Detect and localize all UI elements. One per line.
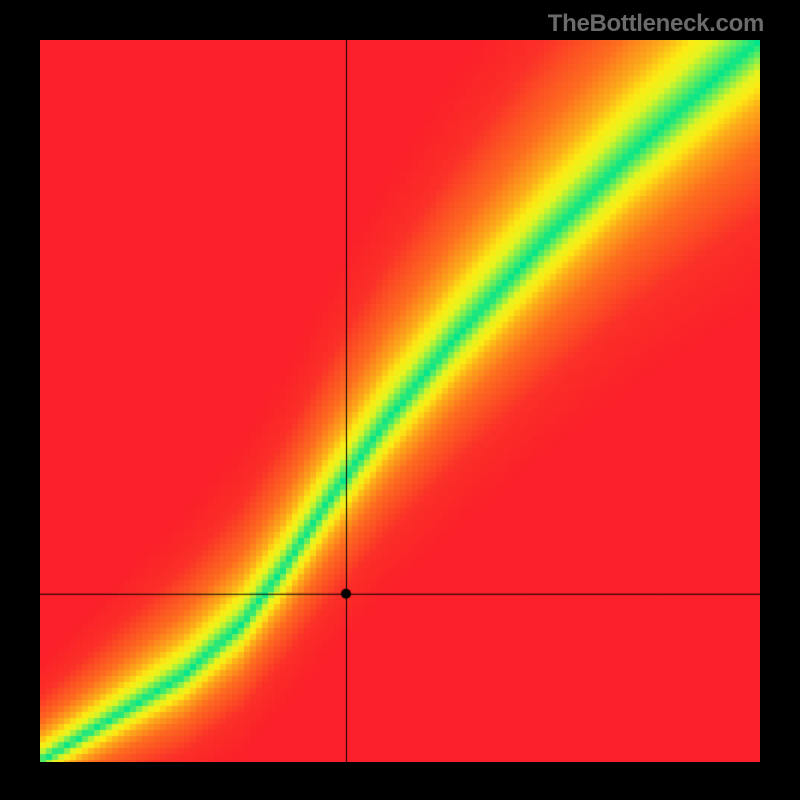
bottleneck-heatmap	[40, 40, 760, 762]
watermark-text: TheBottleneck.com	[548, 10, 764, 38]
